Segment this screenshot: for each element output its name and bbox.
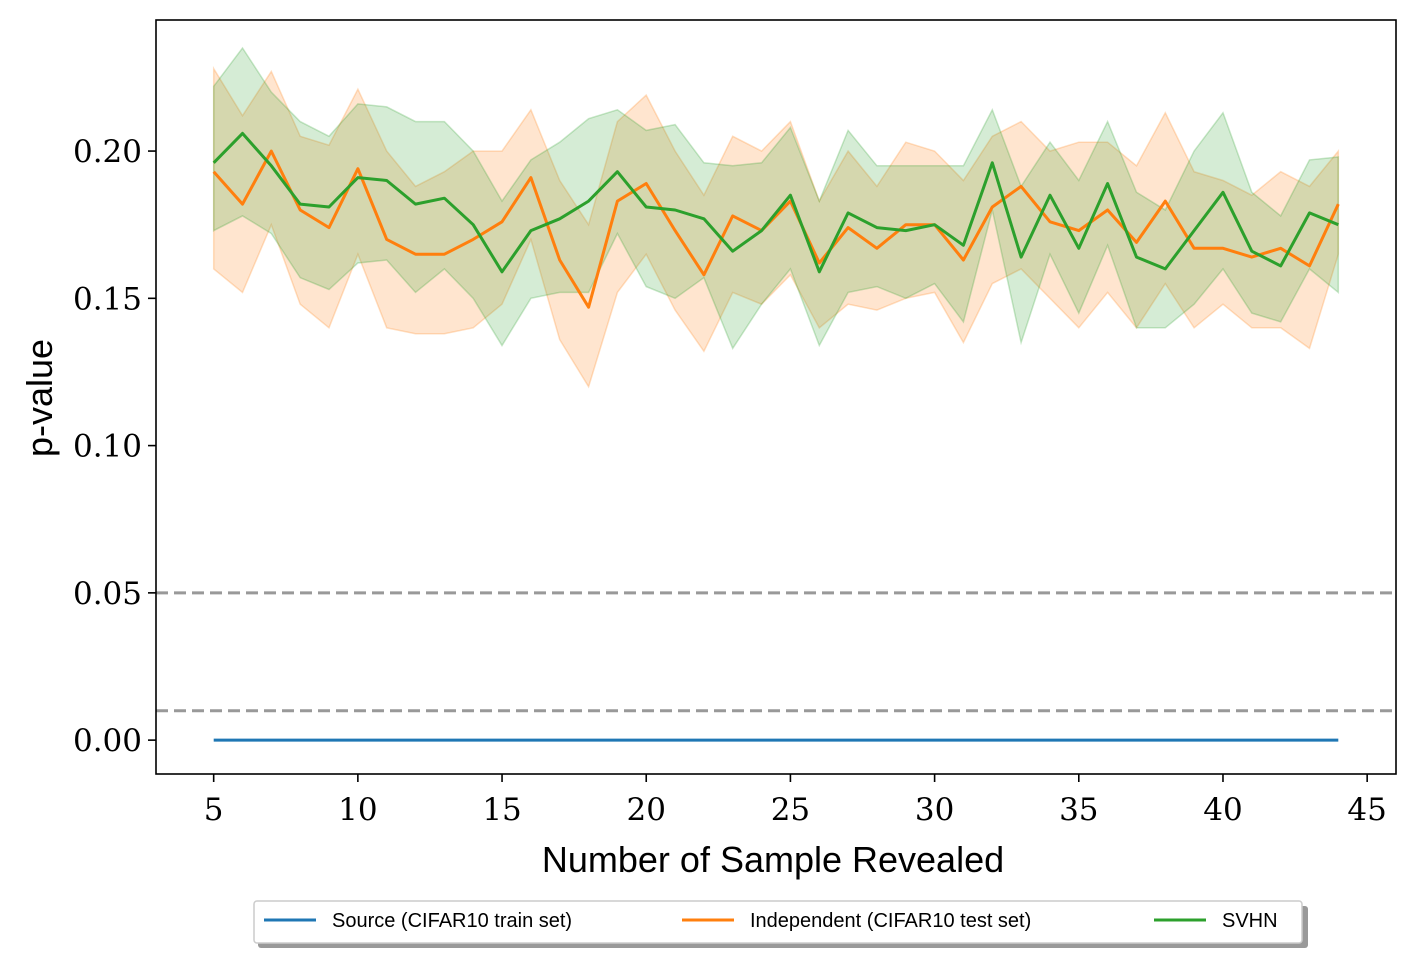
x-tick-label: 45 xyxy=(1347,792,1386,828)
x-tick-label: 20 xyxy=(627,792,666,828)
y-axis-label: p-value xyxy=(19,339,60,457)
y-axis: 0.00 0.05 0.10 0.15 0.20 xyxy=(73,134,156,759)
x-tick-label: 5 xyxy=(204,792,224,828)
reference-lines xyxy=(156,591,1396,713)
legend: Source (CIFAR10 train set) Independent (C… xyxy=(253,900,1308,948)
legend-box xyxy=(253,900,1303,944)
x-axis: 5 10 15 20 25 30 35 40 45 xyxy=(204,774,1387,828)
x-axis-label: Number of Sample Revealed xyxy=(542,839,1004,880)
legend-label-0: Source (CIFAR10 train set) xyxy=(332,910,572,932)
band-series-2 xyxy=(212,46,1340,351)
y-tick-label: 0.20 xyxy=(73,134,142,170)
x-tick-label: 40 xyxy=(1203,792,1242,828)
series-line-2 xyxy=(212,131,1339,274)
x-tick-label: 25 xyxy=(771,792,810,828)
y-tick-label: 0.10 xyxy=(73,429,142,465)
y-tick-label: 0.05 xyxy=(73,576,142,612)
x-tick-label: 35 xyxy=(1059,792,1098,828)
legend-label-1: Independent (CIFAR10 test set) xyxy=(750,910,1031,932)
legend-label-2: SVHN xyxy=(1222,910,1278,932)
plot-frame xyxy=(155,19,1397,775)
x-tick-label: 10 xyxy=(338,792,377,828)
x-tick-label: 30 xyxy=(915,792,954,828)
y-tick-label: 0.00 xyxy=(73,723,142,759)
series-lines xyxy=(212,131,1340,742)
y-tick-label: 0.15 xyxy=(73,281,142,317)
series-line-1 xyxy=(212,149,1340,309)
x-tick-label: 15 xyxy=(482,792,521,828)
